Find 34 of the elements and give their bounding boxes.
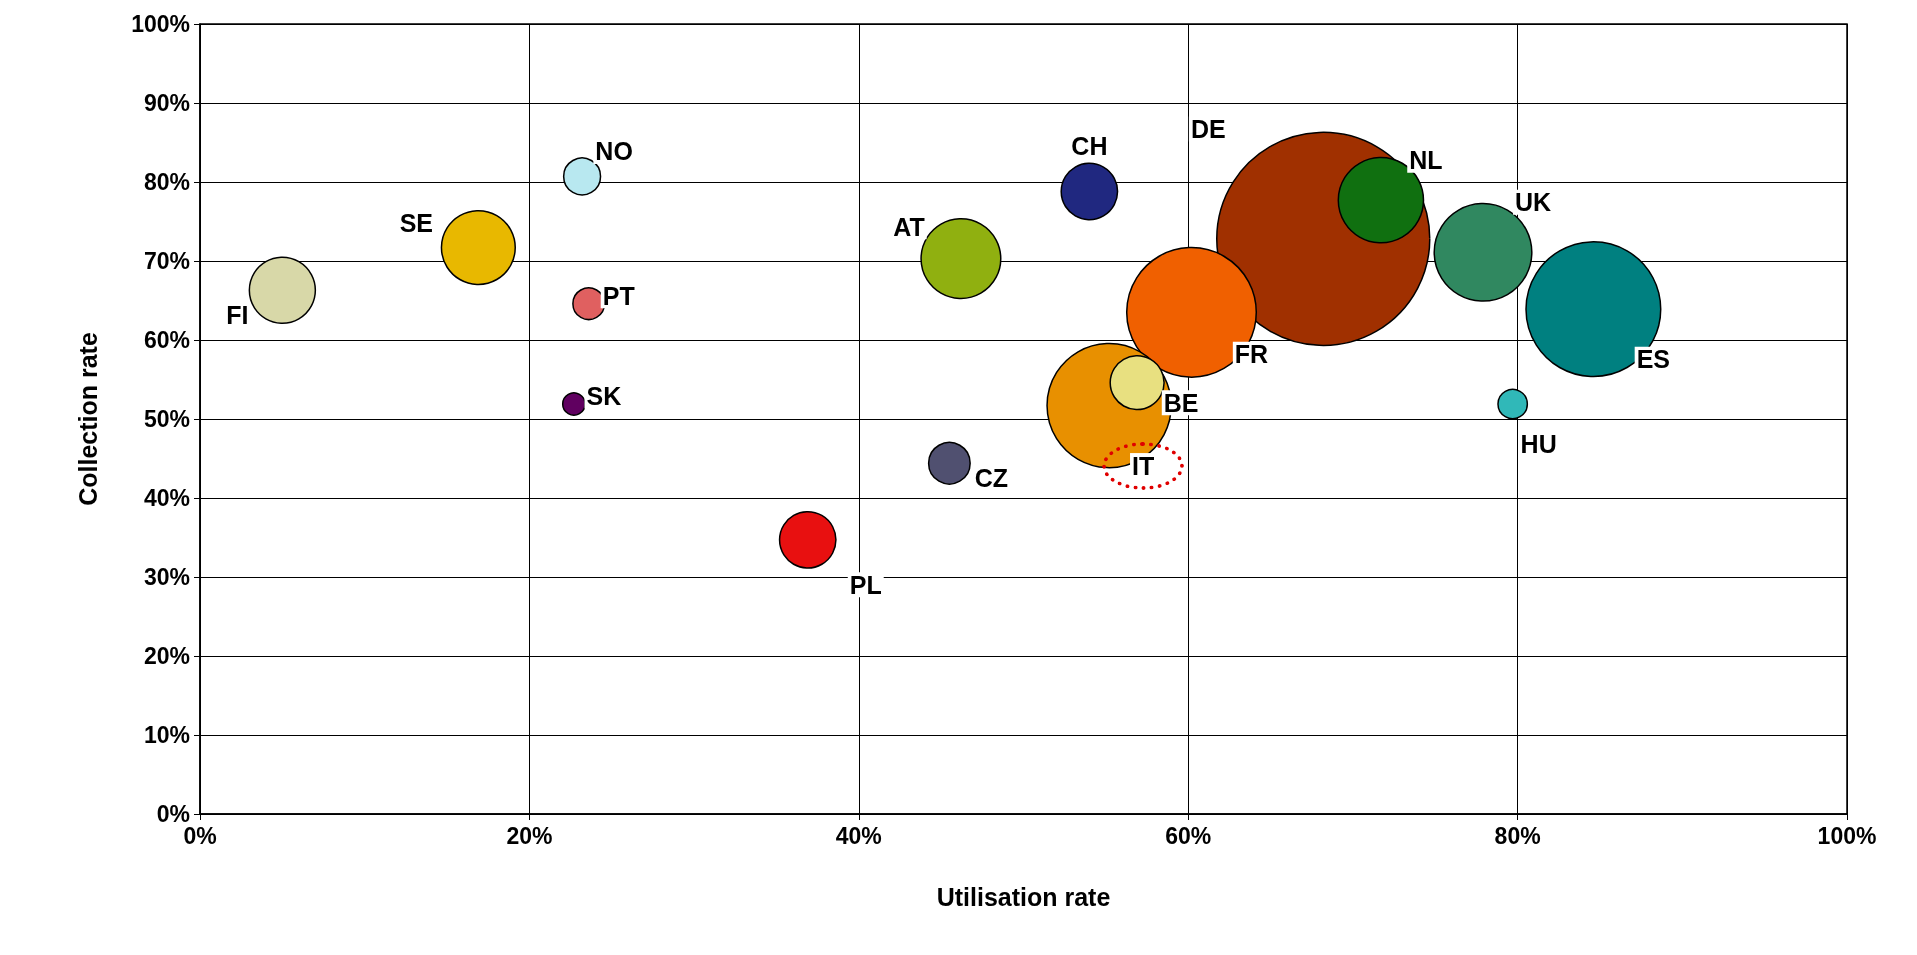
- y-tick-label: 60%: [143, 327, 190, 353]
- y-tick-label: 80%: [143, 169, 190, 195]
- series-label: CZ: [974, 464, 1009, 493]
- series-label: NL: [1409, 146, 1443, 175]
- series-label: FI: [226, 301, 249, 330]
- series-label: ES: [1636, 345, 1671, 374]
- series-label: HU: [1520, 429, 1557, 458]
- y-tick-label: 10%: [143, 722, 190, 748]
- y-tick-label: 20%: [143, 643, 190, 669]
- series-label: AT: [893, 212, 925, 241]
- series-label: FR: [1234, 340, 1269, 369]
- x-tick-label: 60%: [1165, 822, 1212, 849]
- y-axis-title: Collection rate: [73, 332, 102, 506]
- series-label: CH: [1071, 132, 1108, 161]
- series-label: DE: [1190, 114, 1226, 143]
- y-tick-label: 40%: [143, 485, 190, 511]
- x-tick-label: 100%: [1817, 822, 1877, 849]
- x-tick-label: 80%: [1494, 822, 1541, 849]
- series-label: PL: [849, 570, 882, 599]
- y-tick-label: 70%: [143, 248, 190, 274]
- series-label: UK: [1514, 188, 1552, 217]
- series-label: BE: [1163, 388, 1199, 417]
- y-tick-label: 90%: [143, 90, 190, 116]
- series-label: SK: [586, 381, 622, 410]
- series-label: IT: [1132, 451, 1155, 480]
- series-label: SE: [399, 208, 434, 237]
- x-tick-label: 20%: [506, 822, 553, 849]
- series-label: NO: [595, 137, 633, 166]
- x-tick-label: 40%: [835, 822, 882, 849]
- y-tick-label: 30%: [143, 564, 190, 590]
- series-label: PT: [602, 281, 635, 310]
- x-axis-title: Utilisation rate: [936, 882, 1111, 911]
- y-tick-label: 50%: [143, 406, 190, 432]
- y-tick-label: 100%: [131, 11, 190, 37]
